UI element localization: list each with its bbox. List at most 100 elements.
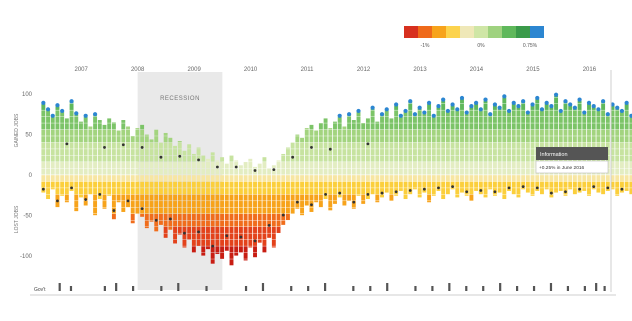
loss-block — [502, 175, 507, 182]
gain-block — [530, 105, 535, 110]
gain-block — [41, 155, 46, 162]
gain-block — [74, 136, 79, 143]
gain-block — [587, 103, 591, 110]
data-point — [253, 239, 257, 243]
loss-block — [60, 181, 65, 188]
loss-block — [102, 194, 107, 201]
gain-block — [610, 123, 615, 130]
gain-block — [361, 129, 366, 136]
loss-block — [74, 207, 79, 212]
gain-block — [427, 136, 432, 143]
gain-block — [342, 168, 347, 175]
x-tick-label: 2008 — [131, 67, 145, 73]
loss-block — [215, 213, 220, 221]
gain-block — [97, 149, 102, 156]
gain-block — [46, 116, 50, 123]
data-point — [70, 186, 73, 190]
gain-block — [158, 168, 163, 175]
loss-block — [107, 188, 112, 195]
loss-block — [224, 188, 229, 195]
loss-block — [149, 175, 154, 182]
gain-block — [474, 168, 479, 175]
legend-swatch — [516, 26, 530, 38]
gain-block — [554, 116, 559, 123]
gain-block — [365, 136, 370, 143]
gain-block — [60, 168, 65, 175]
gain-block — [111, 149, 116, 156]
gain-block — [370, 110, 375, 117]
loss-block — [215, 226, 220, 233]
gain-block — [97, 123, 102, 130]
gain-block — [304, 155, 309, 162]
gain-block — [83, 149, 88, 156]
loss-block — [93, 207, 98, 214]
footer-marker — [414, 286, 417, 291]
gain-block — [450, 129, 455, 136]
loss-block — [262, 201, 267, 208]
loss-block — [130, 194, 135, 201]
loss-block — [380, 188, 384, 195]
gain-block — [572, 142, 577, 149]
gain-block — [356, 136, 361, 143]
gain-block — [74, 168, 79, 175]
gain-block — [601, 110, 606, 117]
loss-block — [206, 181, 210, 188]
gain-block — [262, 168, 267, 175]
loss-block — [182, 226, 187, 233]
loss-block — [488, 181, 493, 188]
gain-block — [483, 129, 488, 136]
loss-block — [154, 194, 159, 201]
gain-peak-marker — [370, 105, 375, 110]
loss-block — [182, 246, 187, 248]
loss-block — [140, 194, 145, 201]
loss-block — [220, 252, 225, 259]
gain-peak-marker — [478, 107, 483, 112]
loss-block — [149, 181, 154, 188]
gain-block — [196, 149, 201, 156]
gain-block — [234, 168, 239, 175]
loss-block — [497, 175, 502, 182]
loss-block — [224, 226, 229, 233]
gain-block — [380, 123, 384, 130]
gain-block — [380, 149, 384, 156]
loss-block — [582, 175, 587, 182]
gain-block — [384, 123, 389, 130]
footer-marker — [160, 286, 163, 291]
gain-block — [530, 116, 535, 123]
loss-block — [455, 188, 460, 195]
loss-block — [158, 220, 163, 225]
gain-block — [469, 149, 474, 156]
gain-block — [502, 97, 507, 104]
gain-peak-marker — [403, 108, 408, 114]
data-point — [352, 200, 356, 204]
gain-block — [356, 149, 361, 156]
gain-block — [182, 150, 187, 156]
gain-block — [361, 136, 366, 143]
gain-block — [380, 155, 384, 162]
gain-block — [111, 123, 116, 130]
loss-block — [248, 213, 253, 221]
loss-block — [281, 188, 286, 195]
loss-block — [356, 175, 361, 182]
gain-block — [60, 155, 65, 162]
data-point — [41, 187, 45, 191]
gain-block — [417, 136, 422, 143]
gain-peak-marker — [530, 102, 535, 107]
loss-block — [323, 188, 328, 195]
gain-block — [111, 142, 116, 149]
gain-block — [535, 142, 540, 149]
loss-block — [365, 175, 370, 182]
gain-block — [290, 142, 295, 149]
loss-block — [74, 175, 79, 182]
gain-block — [257, 163, 262, 169]
gain-block — [88, 149, 93, 156]
gain-block — [596, 123, 601, 130]
gain-block — [41, 123, 46, 130]
loss-block — [516, 181, 521, 188]
gain-block — [149, 155, 154, 162]
gain-block — [356, 142, 361, 149]
loss-block — [163, 233, 168, 238]
legend-swatch — [418, 26, 432, 38]
footer-marker — [69, 286, 73, 291]
gain-block — [455, 136, 460, 143]
